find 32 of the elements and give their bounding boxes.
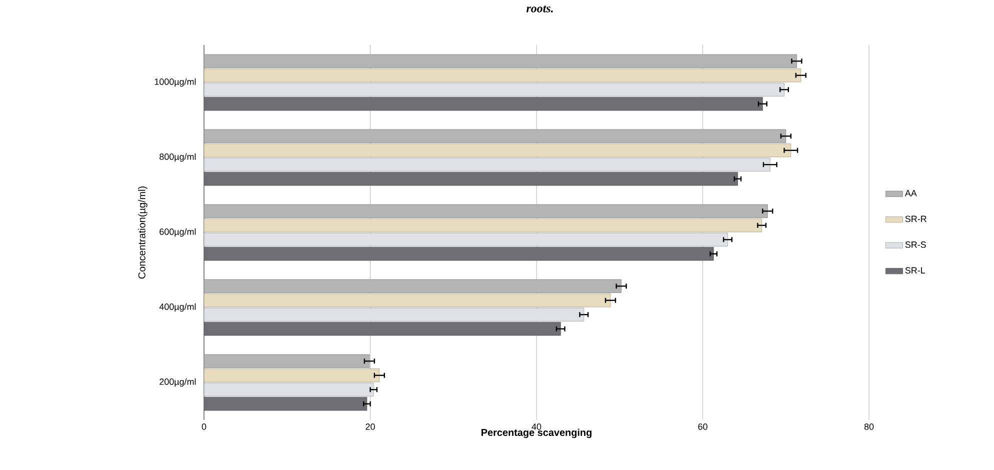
legend-label: AA	[904, 190, 917, 196]
bar	[204, 279, 622, 293]
bar	[204, 144, 792, 158]
bar	[204, 97, 763, 111]
bar	[204, 54, 797, 68]
x-tick-label: 20	[366, 424, 375, 430]
x-tick-label: 80	[864, 424, 874, 430]
legend-label: SR-L	[905, 267, 926, 274]
y-tick-label: 800µg/ml	[160, 153, 196, 162]
x-tick-label: 40	[532, 424, 542, 430]
chart-title: roots.	[526, 6, 553, 12]
bar	[204, 397, 368, 411]
bar	[204, 368, 380, 382]
x-tick-label: 60	[698, 424, 708, 430]
y-tick-label: 600µg/ml	[160, 228, 196, 237]
bar	[204, 247, 714, 261]
bar	[204, 218, 762, 232]
bar	[204, 68, 802, 82]
x-tick-label: 0	[202, 424, 206, 430]
bar	[204, 172, 738, 186]
bar	[204, 322, 561, 336]
x-axis-title: Percentage scavenging	[482, 428, 592, 438]
bar	[204, 129, 786, 143]
y-tick-label: 1000µg/ml	[154, 78, 196, 87]
legend-label: SR-R	[905, 216, 926, 222]
bar	[204, 204, 768, 218]
legend-label: SR-S	[905, 241, 926, 248]
bar	[204, 354, 370, 368]
y-tick-label: 400µg/ml	[159, 303, 196, 312]
y-axis-title: Concentration(µg/ml)	[138, 186, 148, 279]
bar	[204, 294, 611, 308]
y-tick-label: 200µg/ml	[160, 378, 196, 387]
